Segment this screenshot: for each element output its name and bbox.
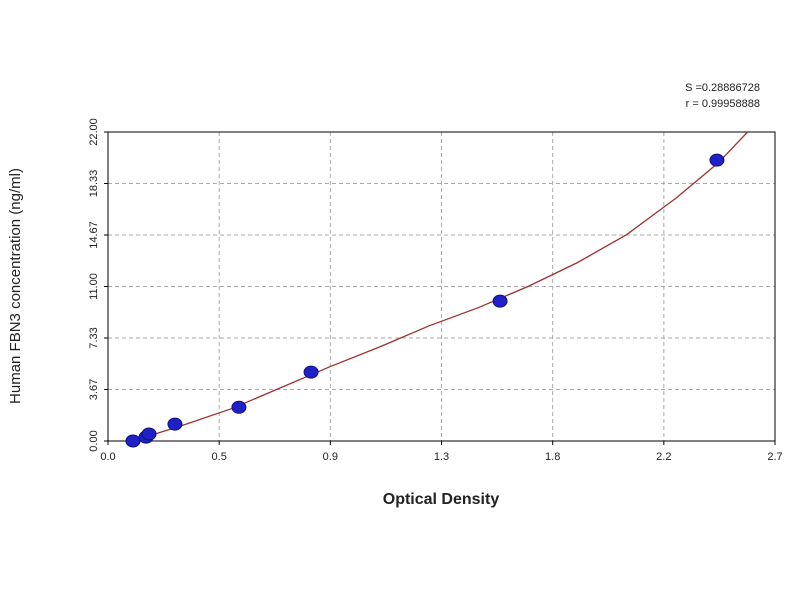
- x-tick-label: 0.5: [212, 451, 227, 463]
- data-point: [141, 427, 157, 441]
- y-tick-label: 14.67: [88, 221, 100, 249]
- data-point: [492, 294, 508, 308]
- x-axis-label: Optical Density: [383, 491, 500, 508]
- plot-frame: [107, 131, 776, 442]
- data-point: [167, 417, 183, 431]
- y-tick-label: 11.00: [88, 273, 100, 300]
- data-point: [303, 365, 319, 379]
- data-point: [125, 434, 141, 448]
- x-tick-label: 1.3: [434, 451, 449, 463]
- y-tick-label: 0.00: [88, 430, 100, 451]
- x-tick-label: 2.2: [656, 451, 671, 463]
- x-tick-label: 0.0: [100, 451, 115, 463]
- x-tick-label: 2.7: [767, 451, 782, 463]
- y-tick-label: 22.00: [88, 118, 100, 146]
- data-point: [709, 153, 725, 167]
- y-tick-label: 3.67: [88, 379, 100, 400]
- x-tick-label: 0.9: [323, 451, 338, 463]
- data-point: [231, 400, 247, 414]
- y-tick-label: 18.33: [88, 170, 100, 198]
- x-tick-label: 1.8: [545, 451, 560, 463]
- y-axis-label: Human FBN3 concentration (ng/ml): [7, 168, 24, 404]
- annotation: S =0.28886728: [685, 82, 760, 94]
- y-tick-label: 7.33: [88, 327, 100, 348]
- annotation: r = 0.99958888: [686, 98, 760, 110]
